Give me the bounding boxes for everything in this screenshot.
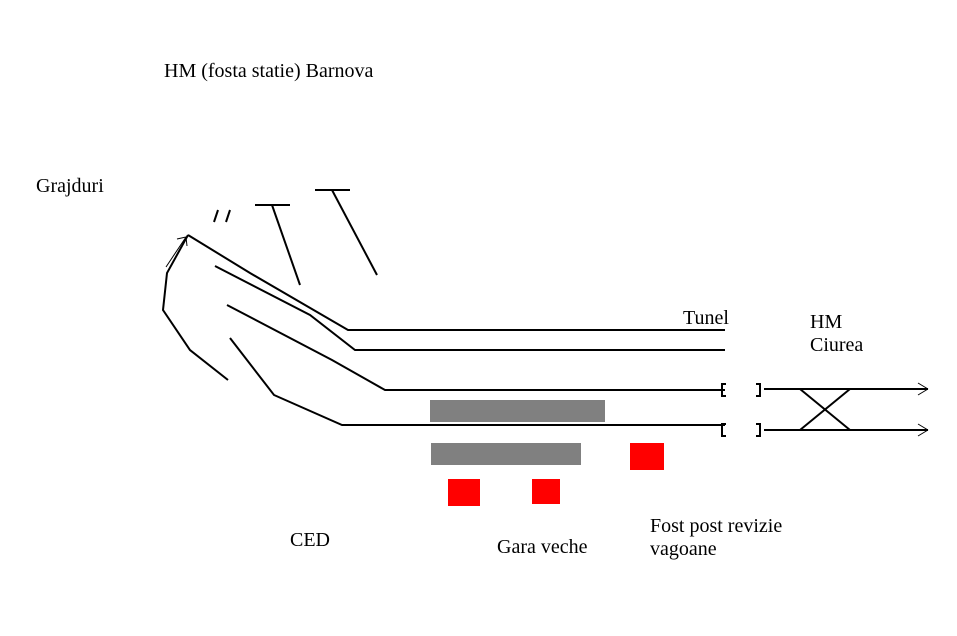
siding-1: [332, 190, 377, 275]
hm-ciurea-label: HM Ciurea: [810, 311, 863, 357]
building-red-right: [630, 443, 664, 470]
track-main-2: [215, 266, 725, 350]
tunel-label: Tunel: [683, 307, 729, 330]
building-red-left: [448, 479, 480, 506]
siding-2: [272, 205, 300, 285]
gara-veche-label: Gara veche: [497, 536, 588, 559]
title-label: HM (fosta statie) Barnova: [164, 60, 373, 83]
fost-post-label: Fost post revizie vagoane: [650, 515, 782, 561]
platform-bottom: [431, 443, 581, 465]
tunnel-bracket-2r: [756, 424, 760, 436]
siding-3-r: [226, 210, 230, 222]
platform-top: [430, 400, 605, 422]
grajduri-label: Grajduri: [36, 175, 104, 198]
track-main-3: [227, 305, 725, 390]
siding-3-l: [214, 210, 218, 222]
arrow-nw-line: [166, 237, 186, 267]
tunnel-bracket-1r: [756, 384, 760, 396]
building-red-mid: [532, 479, 560, 504]
ced-label: CED: [290, 529, 330, 552]
track-main-1: [188, 235, 725, 330]
